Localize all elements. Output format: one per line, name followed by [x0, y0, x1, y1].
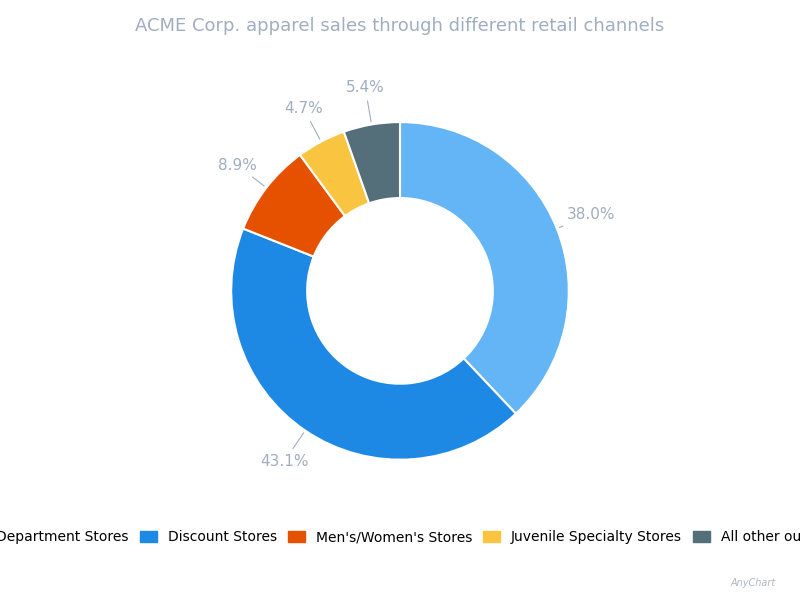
Text: 38.0%: 38.0%: [559, 208, 616, 227]
Legend: Department Stores, Discount Stores, Men's/Women's Stores, Juvenile Specialty Sto: Department Stores, Discount Stores, Men'…: [0, 524, 800, 550]
Wedge shape: [243, 155, 345, 257]
Text: 43.1%: 43.1%: [260, 433, 309, 469]
Wedge shape: [300, 131, 369, 216]
Title: ACME Corp. apparel sales through different retail channels: ACME Corp. apparel sales through differe…: [135, 17, 665, 35]
Text: 5.4%: 5.4%: [346, 80, 385, 122]
Text: 4.7%: 4.7%: [284, 101, 323, 139]
Text: 8.9%: 8.9%: [218, 158, 264, 186]
Wedge shape: [231, 229, 516, 460]
Wedge shape: [400, 122, 569, 413]
Text: AnyChart: AnyChart: [730, 578, 776, 588]
Wedge shape: [344, 122, 400, 203]
